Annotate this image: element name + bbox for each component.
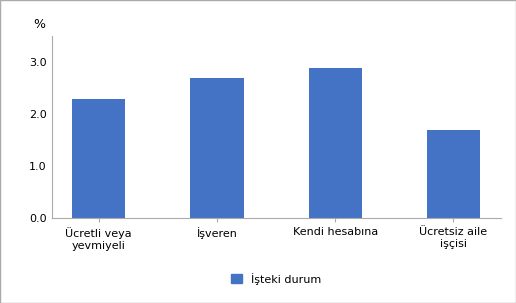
Bar: [309, 68, 362, 218]
Bar: [72, 99, 125, 218]
Bar: [427, 130, 480, 218]
Bar: [190, 78, 244, 218]
Text: %: %: [34, 18, 45, 31]
Legend: İşteki durum: İşteki durum: [227, 268, 326, 289]
